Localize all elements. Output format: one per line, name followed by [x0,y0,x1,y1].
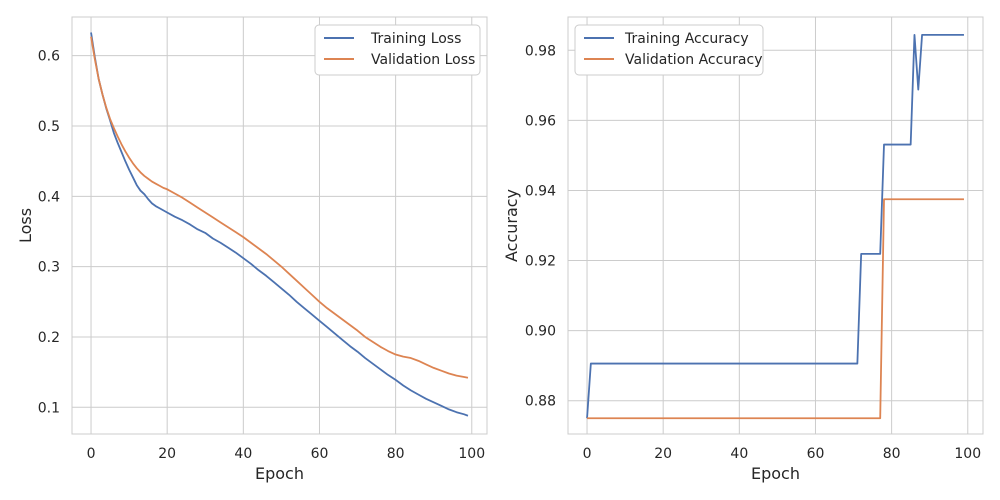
loss-x-tick-label: 100 [458,446,485,462]
loss-y-tick-label: 0.5 [38,119,60,135]
accuracy-x-ticks: 0 20 40 60 80 100 [583,446,982,462]
loss-validation-line [90,36,469,379]
loss-legend: Training Loss Validation Loss [314,24,481,76]
accuracy-legend-training: Training Accuracy [624,31,749,47]
accuracy-x-tick-label: 60 [807,446,825,462]
loss-y-tick-label: 0.6 [38,49,60,65]
accuracy-x-tick-label: 0 [583,446,592,462]
loss-legend-box [314,24,481,76]
accuracy-y-ticks: 0.88 0.90 0.92 0.94 0.96 0.98 [525,43,556,409]
accuracy-y-tick-label: 0.98 [525,43,556,59]
loss-y-tick-label: 0.2 [38,330,60,346]
accuracy-legend-validation: Validation Accuracy [625,52,763,68]
loss-x-tick-label: 40 [234,446,252,462]
loss-legend-validation: Validation Loss [371,52,475,68]
accuracy-legend: Training Accuracy Validation Accuracy [574,24,764,76]
loss-y-tick-label: 0.1 [38,400,60,416]
accuracy-x-tick-label: 80 [883,446,901,462]
accuracy-y-axis-label: Accuracy [502,189,521,262]
accuracy-x-tick-label: 100 [954,446,981,462]
loss-x-tick-label: 60 [311,446,329,462]
accuracy-chart: 0 20 40 60 80 100 0.88 0.90 0.92 0.94 0.96 0.98 Ep… [502,16,984,483]
loss-x-tick-label: 20 [158,446,176,462]
loss-x-axis-label: Epoch [255,464,304,483]
loss-x-ticks: 0 20 40 60 80 100 [87,446,486,462]
accuracy-series [586,33,964,420]
accuracy-y-tick-label: 0.94 [525,183,556,199]
accuracy-y-tick-label: 0.90 [525,324,556,340]
loss-plot-area [71,16,488,435]
accuracy-validation-line [587,198,964,420]
loss-y-tick-label: 0.4 [38,189,60,205]
accuracy-x-tick-label: 20 [654,446,672,462]
accuracy-legend-box [574,24,764,76]
accuracy-y-tick-label: 0.92 [525,254,556,270]
loss-x-tick-label: 80 [387,446,405,462]
accuracy-y-tick-label: 0.96 [525,113,556,129]
loss-chart: 0 20 40 60 80 100 0.1 0.2 0.3 0.4 0.5 0.6 Epoch Lo… [16,16,488,483]
accuracy-training-line [586,33,964,419]
accuracy-y-tick-label: 0.88 [525,394,556,410]
loss-x-tick-label: 0 [87,446,96,462]
accuracy-plot-area [567,16,984,435]
loss-series [90,32,469,417]
loss-gridlines [72,17,487,434]
loss-training-line [90,32,469,417]
loss-y-axis-label: Loss [16,208,35,243]
accuracy-x-tick-label: 40 [730,446,748,462]
loss-y-ticks: 0.1 0.2 0.3 0.4 0.5 0.6 [38,49,60,417]
loss-y-tick-label: 0.3 [38,260,60,276]
loss-legend-training: Training Loss [370,31,461,47]
accuracy-x-axis-label: Epoch [751,464,800,483]
